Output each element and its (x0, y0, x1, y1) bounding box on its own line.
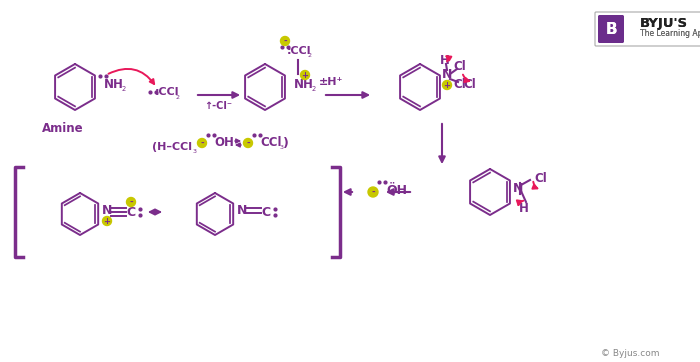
Text: NH: NH (294, 79, 314, 92)
Circle shape (442, 80, 452, 89)
Text: ÖH: ÖH (386, 184, 407, 197)
Text: -: - (246, 139, 250, 147)
Text: +: + (444, 80, 451, 89)
Text: -: - (284, 37, 287, 46)
Text: $_2$: $_2$ (175, 93, 181, 101)
FancyBboxPatch shape (598, 15, 624, 43)
Text: H: H (519, 202, 529, 215)
Text: C: C (261, 206, 271, 219)
Circle shape (300, 71, 309, 80)
Text: $_2$: $_2$ (307, 51, 312, 60)
Circle shape (368, 187, 378, 197)
Text: +: + (302, 71, 309, 80)
Text: H: H (440, 55, 450, 67)
Text: N: N (237, 203, 247, 216)
Text: :CCl: :CCl (287, 46, 312, 56)
Text: ±H⁺: ±H⁺ (318, 77, 343, 87)
Text: -: - (130, 198, 133, 206)
Text: © Byjus.com: © Byjus.com (601, 349, 659, 358)
Circle shape (102, 216, 111, 226)
Text: (H–CCl: (H–CCl (152, 142, 192, 152)
Text: Amine: Amine (42, 122, 84, 135)
Text: -: - (371, 188, 374, 197)
Circle shape (281, 37, 290, 46)
Text: N: N (513, 181, 523, 194)
Text: The Learning App: The Learning App (640, 29, 700, 38)
Text: N: N (442, 68, 452, 81)
Text: The Learning App: The Learning App (640, 29, 700, 38)
Text: N: N (102, 203, 112, 216)
Circle shape (244, 139, 253, 147)
Text: OH: OH (214, 136, 234, 150)
Text: Cl: Cl (453, 79, 466, 92)
Text: +: + (104, 216, 111, 226)
Text: :CCl: :CCl (155, 87, 179, 97)
Text: $_3$: $_3$ (279, 143, 285, 152)
Text: BYJU'S: BYJU'S (640, 17, 688, 30)
FancyBboxPatch shape (598, 15, 624, 43)
Text: CCl: CCl (260, 136, 281, 150)
Text: NH: NH (104, 79, 124, 92)
Circle shape (127, 198, 136, 206)
Text: Cl: Cl (534, 172, 547, 185)
Text: B: B (606, 21, 617, 37)
Text: $_2$: $_2$ (121, 84, 127, 94)
Text: ): ) (283, 136, 289, 150)
Text: $_3$: $_3$ (192, 147, 197, 156)
Text: $_2$: $_2$ (311, 84, 316, 94)
Text: Cl: Cl (454, 60, 466, 73)
Text: -: - (200, 139, 204, 147)
Text: Cl: Cl (463, 77, 477, 90)
FancyBboxPatch shape (595, 12, 700, 46)
Text: ↑-Cl⁻: ↑-Cl⁻ (204, 101, 232, 111)
Text: BYJU'S: BYJU'S (640, 17, 688, 30)
Text: C: C (127, 206, 136, 219)
Circle shape (197, 139, 206, 147)
Text: B: B (606, 21, 617, 37)
